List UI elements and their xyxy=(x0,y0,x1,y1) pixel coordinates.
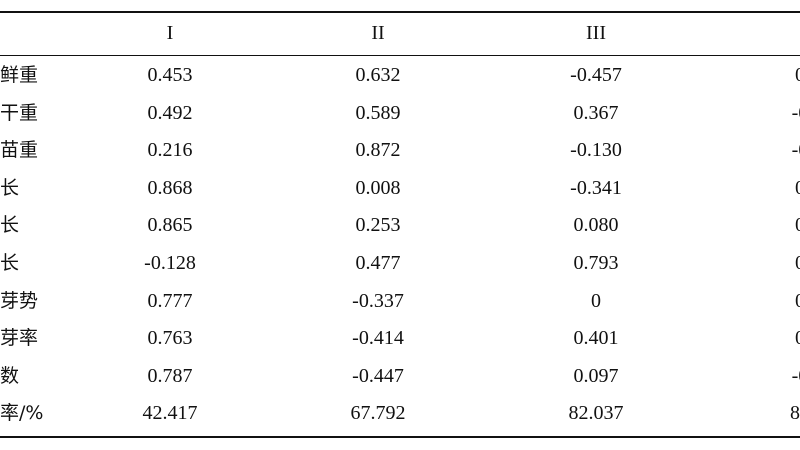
row-label: 长 xyxy=(0,252,20,274)
row-label: 苗重 xyxy=(0,139,39,162)
header-rule xyxy=(0,55,800,56)
cell-value: 0.492 xyxy=(147,101,193,124)
column-header: II xyxy=(371,22,385,44)
cell-value: 0.787 xyxy=(147,364,193,387)
cell-value: 0.216 xyxy=(147,139,193,162)
cell-value: -0.414 xyxy=(352,327,404,350)
cell-value: 0 xyxy=(795,289,800,312)
cell-value: 0.080 xyxy=(573,214,619,237)
cell-value: 0.777 xyxy=(147,289,193,312)
cell-value: 0.865 xyxy=(147,214,193,237)
cell-value: 0.589 xyxy=(355,101,401,124)
row-label: 鲜重 xyxy=(0,64,39,86)
column-header: I xyxy=(166,22,174,44)
cell-value: -0 xyxy=(791,364,800,387)
cell-value: 0 xyxy=(795,252,800,274)
cell-value: 0.793 xyxy=(573,252,619,274)
cell-value: 0.367 xyxy=(573,101,619,124)
cell-value: 82.037 xyxy=(568,402,624,425)
cell-value: -0.457 xyxy=(570,64,622,86)
cell-value: 0 xyxy=(795,176,800,199)
cell-value: -0 xyxy=(791,139,800,162)
cell-value: 42.417 xyxy=(142,402,198,425)
cell-value: 0.868 xyxy=(147,176,193,199)
cell-value: -0.337 xyxy=(352,289,404,312)
cell-value: 67.792 xyxy=(350,402,406,425)
cell-value: 0 xyxy=(795,214,800,237)
row-label: 芽势 xyxy=(0,289,39,312)
cell-value: 0 xyxy=(795,327,800,350)
row-label: 长 xyxy=(0,176,20,199)
top-rule xyxy=(0,11,800,13)
cell-value: -0 xyxy=(791,101,800,124)
cell-value: -0.447 xyxy=(352,364,404,387)
cell-value: 0.453 xyxy=(147,64,193,86)
cell-value: 0 xyxy=(795,64,800,86)
cell-value: 0.253 xyxy=(355,214,401,237)
cell-value: 0.763 xyxy=(147,327,193,350)
cell-value: 0.401 xyxy=(573,327,619,350)
cell-value: 0 xyxy=(591,289,601,312)
row-label: 干重 xyxy=(0,101,39,124)
bottom-rule xyxy=(0,436,800,438)
cell-value: 0.632 xyxy=(355,64,401,86)
row-label: 芽率 xyxy=(0,327,39,350)
cell-value: 0.008 xyxy=(355,176,401,199)
cell-value: -0.341 xyxy=(570,176,622,199)
cell-value: -0.130 xyxy=(570,139,622,162)
cell-value: 0.872 xyxy=(355,139,401,162)
cell-value: 87 xyxy=(790,402,800,425)
cell-value: 0.097 xyxy=(573,364,619,387)
cell-value: -0.128 xyxy=(144,252,196,274)
row-label: 率/% xyxy=(0,402,44,425)
column-header: III xyxy=(586,22,606,44)
row-label: 长 xyxy=(0,214,20,237)
cell-value: 0.477 xyxy=(355,252,401,274)
row-label: 数 xyxy=(0,364,20,387)
